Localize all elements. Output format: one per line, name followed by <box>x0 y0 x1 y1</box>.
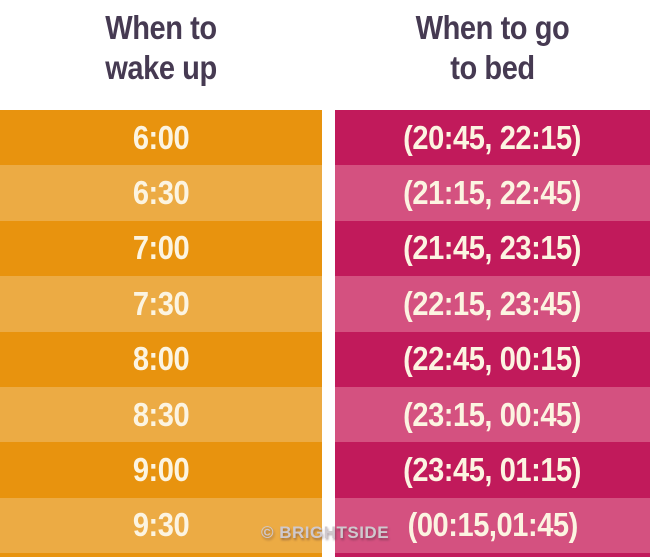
table-row-partial <box>0 553 650 557</box>
wake-time-value: 8:30 <box>132 395 190 433</box>
table-row: 6:00 (20:45, 22:15) <box>0 110 650 166</box>
bed-time-cell: (00:15,01:45) <box>335 497 650 553</box>
wake-time-value: 6:00 <box>132 118 190 156</box>
table-row: 9:00 (23:45, 01:15) <box>0 442 650 498</box>
column-gap <box>322 220 335 277</box>
bed-header-line1: When to go <box>415 9 570 46</box>
table-row: 7:00 (21:45, 23:15) <box>0 220 650 277</box>
column-gap <box>322 553 335 557</box>
bed-time-cell: (22:45, 00:15) <box>335 331 650 387</box>
wake-time-cell: 8:30 <box>0 386 322 443</box>
column-gap <box>322 331 335 387</box>
brightside-watermark: © BRIGHTSIDE <box>260 523 390 542</box>
bed-time-cell: (20:45, 22:15) <box>335 110 650 166</box>
bed-time-value: (20:45, 22:15) <box>403 118 582 156</box>
wake-time-cell: 9:00 <box>0 442 322 498</box>
wake-time-cell: 8:00 <box>0 331 322 387</box>
column-gap <box>322 165 335 221</box>
bed-time-value: (23:45, 01:15) <box>403 450 582 488</box>
bed-header-line2: to bed <box>450 49 535 86</box>
wake-header-line1: When to <box>105 9 217 46</box>
bed-time-value: (00:15,01:45) <box>407 506 578 544</box>
bed-column-header: When to go to bed <box>335 8 650 88</box>
wake-time-cell: 6:30 <box>0 165 322 221</box>
bed-time-cell: (21:15, 22:45) <box>335 165 650 221</box>
bed-time-value: (23:15, 00:45) <box>403 395 582 433</box>
table-row: 8:00 (22:45, 00:15) <box>0 331 650 387</box>
bed-time-value: (22:45, 00:15) <box>403 340 582 378</box>
bed-time-cell <box>335 553 650 557</box>
wake-time-value: 8:00 <box>132 340 190 378</box>
sleep-times-table: 6:00 (20:45, 22:15) 6:30 (21:15, 22:45) … <box>0 110 650 557</box>
bed-time-value: (22:15, 23:45) <box>403 284 582 322</box>
bed-time-cell: (23:45, 01:15) <box>335 442 650 498</box>
table-row: 7:30 (22:15, 23:45) <box>0 276 650 332</box>
wake-time-value: 7:00 <box>132 229 190 267</box>
wake-time-value: 6:30 <box>132 174 190 212</box>
bed-time-value: (21:45, 23:15) <box>403 229 582 267</box>
bed-time-cell: (22:15, 23:45) <box>335 276 650 332</box>
wake-time-cell: 7:00 <box>0 220 322 277</box>
column-gap <box>322 276 335 332</box>
column-gap <box>322 497 335 553</box>
wake-time-value: 9:30 <box>132 506 190 544</box>
column-gap <box>322 110 335 166</box>
wake-time-cell: 7:30 <box>0 276 322 332</box>
bed-time-cell: (21:45, 23:15) <box>335 220 650 277</box>
table-row: 6:30 (21:15, 22:45) <box>0 165 650 221</box>
wake-time-cell: 9:30 <box>0 497 322 553</box>
wake-column-header: When to wake up <box>0 8 322 88</box>
table-row: 9:30 (00:15,01:45) <box>0 497 650 553</box>
table-row: 8:30 (23:15, 00:45) <box>0 386 650 443</box>
wake-time-cell: 6:00 <box>0 110 322 166</box>
wake-time-value: 9:00 <box>132 450 190 488</box>
column-gap <box>322 386 335 443</box>
bed-time-value: (21:15, 22:45) <box>403 174 582 212</box>
column-gap <box>322 442 335 498</box>
wake-header-line2: wake up <box>105 49 217 86</box>
bed-time-cell: (23:15, 00:45) <box>335 386 650 443</box>
wake-time-cell <box>0 553 322 557</box>
wake-time-value: 7:30 <box>132 284 190 322</box>
